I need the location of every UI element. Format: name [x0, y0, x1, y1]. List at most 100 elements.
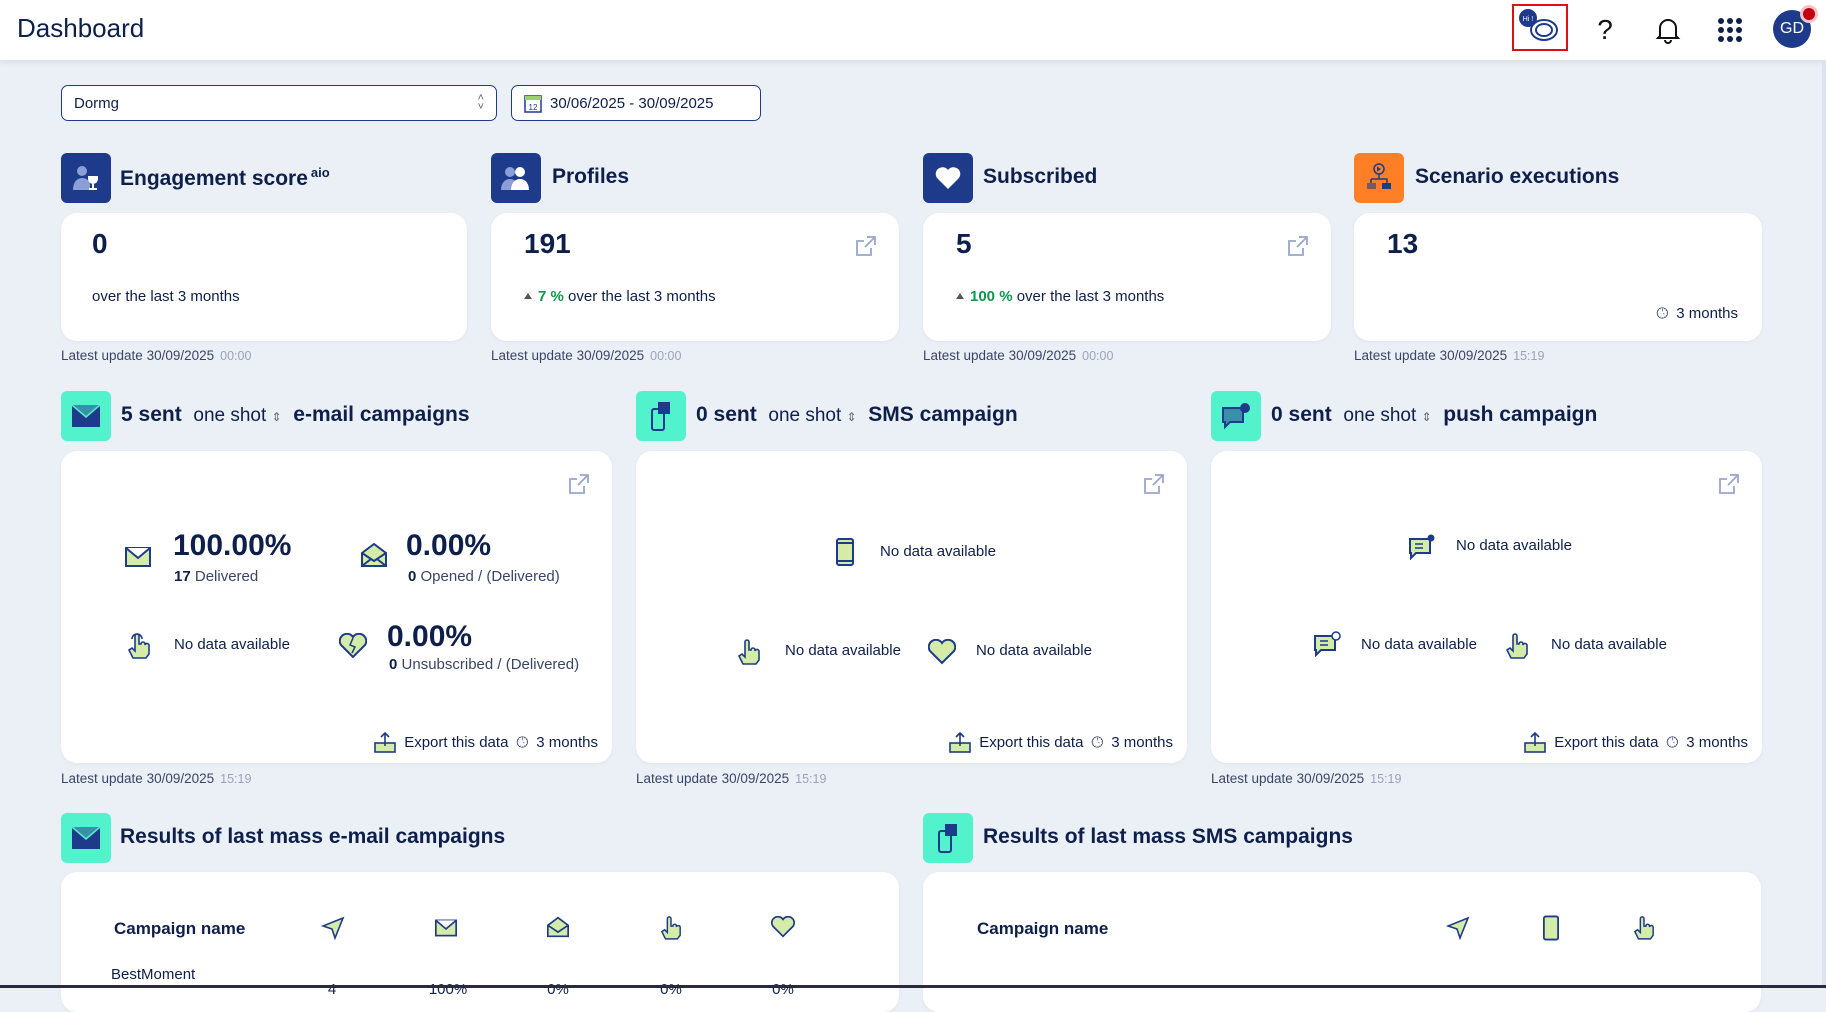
scenario-title: Scenario executions: [1415, 165, 1620, 188]
delivered-value: 100%: [428, 981, 468, 998]
push-opened-no-data: No data available: [1361, 636, 1477, 653]
unsubscribe-heart-icon: [339, 633, 367, 659]
email-results-title: Results of last mass e-mail campaigns: [120, 825, 506, 848]
unsub-pct: 0.00%: [387, 620, 473, 653]
unsubscribe-heart-icon: [771, 916, 795, 938]
engagement-card: 0 over the last 3 months: [61, 213, 467, 341]
export-button[interactable]: Export this data: [1524, 731, 1658, 753]
clock-icon: 🕓︎: [516, 733, 529, 751]
push-received-no-data: No data available: [1456, 537, 1572, 554]
external-link-icon[interactable]: [568, 473, 590, 495]
chatbot-button[interactable]: Hi !: [1512, 4, 1568, 51]
help-button[interactable]: ?: [1583, 8, 1627, 52]
account-select-value: Dormg: [74, 94, 120, 112]
email-update: Latest update 30/09/2025 15:19: [61, 771, 252, 786]
engagement-value: 0: [92, 228, 108, 259]
engagement-title: Engagement score aio: [120, 165, 330, 190]
updown-chevron-icon: ˄ ˅: [477, 92, 484, 113]
profiles-update: Latest update 30/09/2025 00:00: [491, 348, 682, 363]
scrollbar[interactable]: [1822, 60, 1826, 985]
opened-icon: [361, 543, 387, 567]
scenario-icon: [1354, 153, 1404, 203]
clicked-value: 0%: [660, 981, 682, 998]
sms-results-table: Campaign name: [923, 872, 1761, 1012]
push-type-select[interactable]: one shot ⇕: [1343, 405, 1432, 426]
subscribed-update: Latest update 30/09/2025 00:00: [923, 348, 1114, 363]
page-title: Dashboard: [17, 13, 145, 43]
bell-icon: [1655, 19, 1681, 44]
sms-results-icon: [923, 813, 973, 863]
subscribed-card: 5 100 % over the last 3 months: [923, 213, 1331, 341]
external-link-icon[interactable]: [855, 235, 877, 257]
delivered-count: 17 Delivered: [174, 568, 259, 585]
external-link-icon[interactable]: [1143, 473, 1165, 495]
account-select[interactable]: Dormg ˄ ˅: [61, 85, 497, 121]
campaign-name[interactable]: BestMoment: [111, 966, 196, 983]
click-icon: [1505, 633, 1528, 659]
upload-icon: [949, 731, 971, 753]
delivered-icon: [435, 919, 457, 937]
push-clicks-no-data: No data available: [1551, 636, 1667, 653]
sms-unsub-no-data: No data available: [976, 642, 1092, 659]
opened-count: 0 Opened / (Delivered): [408, 568, 560, 585]
notification-dot: [1803, 8, 1815, 20]
export-button[interactable]: Export this data: [374, 731, 508, 753]
bottom-edge: [0, 985, 1826, 988]
phone-icon: [836, 538, 854, 566]
date-range-picker[interactable]: 12 30/06/2025 - 30/09/2025: [511, 85, 761, 121]
external-link-icon[interactable]: [1718, 473, 1740, 495]
subscribed-title: Subscribed: [983, 165, 1098, 188]
chatbot-badge: Hi !: [1523, 16, 1534, 23]
push-period: 3 months: [1686, 733, 1748, 751]
sms-delivered-no-data: No data available: [880, 543, 996, 560]
unsub-count: 0 Unsubscribed / (Delivered): [389, 656, 580, 673]
click-icon: [1633, 916, 1654, 940]
scenario-period: 🕓︎ 3 months: [1656, 305, 1738, 322]
svg-text:12: 12: [529, 103, 538, 112]
click-icon: [127, 633, 150, 659]
sent-icon: [321, 916, 345, 940]
question-icon: ?: [1597, 14, 1613, 45]
clock-icon: 🕓︎: [1666, 733, 1679, 751]
clock-icon: 🕓︎: [1091, 733, 1104, 751]
subscribed-value: 5: [956, 228, 972, 259]
upload-icon: [374, 731, 396, 753]
email-campaign-card: 100.00% 17 Delivered 0.00% 0 Opened / (D…: [61, 451, 612, 763]
upload-icon: [1524, 731, 1546, 753]
sms-campaign-header: 0 sent one shot ⇕ SMS campaign: [696, 403, 1018, 426]
col-campaign-name: Campaign name: [114, 919, 246, 938]
user-avatar[interactable]: GD: [1773, 10, 1811, 48]
push-campaign-header: 0 sent one shot ⇕ push campaign: [1271, 403, 1598, 426]
click-icon: [737, 639, 760, 665]
push-icon: [1211, 391, 1261, 441]
email-type-select[interactable]: one shot ⇕: [193, 405, 282, 426]
sent-value: 4: [327, 981, 337, 998]
opened-pct: 0.00%: [406, 529, 492, 562]
email-results-icon: [61, 813, 111, 863]
subscribed-heart-icon: [923, 153, 973, 203]
profiles-title: Profiles: [552, 165, 630, 188]
export-button[interactable]: Export this data: [949, 731, 1083, 753]
email-campaign-header: 5 sent one shot ⇕ e-mail campaigns: [121, 403, 470, 426]
email-period: 3 months: [536, 733, 598, 751]
grid-icon: [1718, 18, 1742, 42]
phone-icon: [1543, 915, 1559, 941]
apps-button[interactable]: [1708, 8, 1752, 52]
clicks-no-data: No data available: [174, 636, 290, 653]
push-campaign-card: No data available No data available No d…: [1211, 451, 1762, 763]
opened-icon: [547, 916, 569, 938]
sms-type-select[interactable]: one shot ⇕: [768, 405, 857, 426]
notifications-button[interactable]: [1646, 8, 1690, 52]
profiles-value: 191: [524, 228, 571, 259]
push-received-icon: [1409, 534, 1435, 560]
profiles-card: 191 7 % over the last 3 months: [491, 213, 899, 341]
date-range-value: 30/06/2025 - 30/09/2025: [550, 94, 714, 112]
engagement-update: Latest update 30/09/2025 00:00: [61, 348, 252, 363]
sms-results-title: Results of last mass SMS campaigns: [983, 825, 1353, 848]
sms-period: 3 months: [1111, 733, 1173, 751]
engagement-caption: over the last 3 months: [92, 288, 240, 305]
delivered-pct: 100.00%: [173, 529, 292, 562]
sms-update: Latest update 30/09/2025 15:19: [636, 771, 827, 786]
sms-campaign-card: No data available No data available No d…: [636, 451, 1187, 763]
external-link-icon[interactable]: [1287, 235, 1309, 257]
